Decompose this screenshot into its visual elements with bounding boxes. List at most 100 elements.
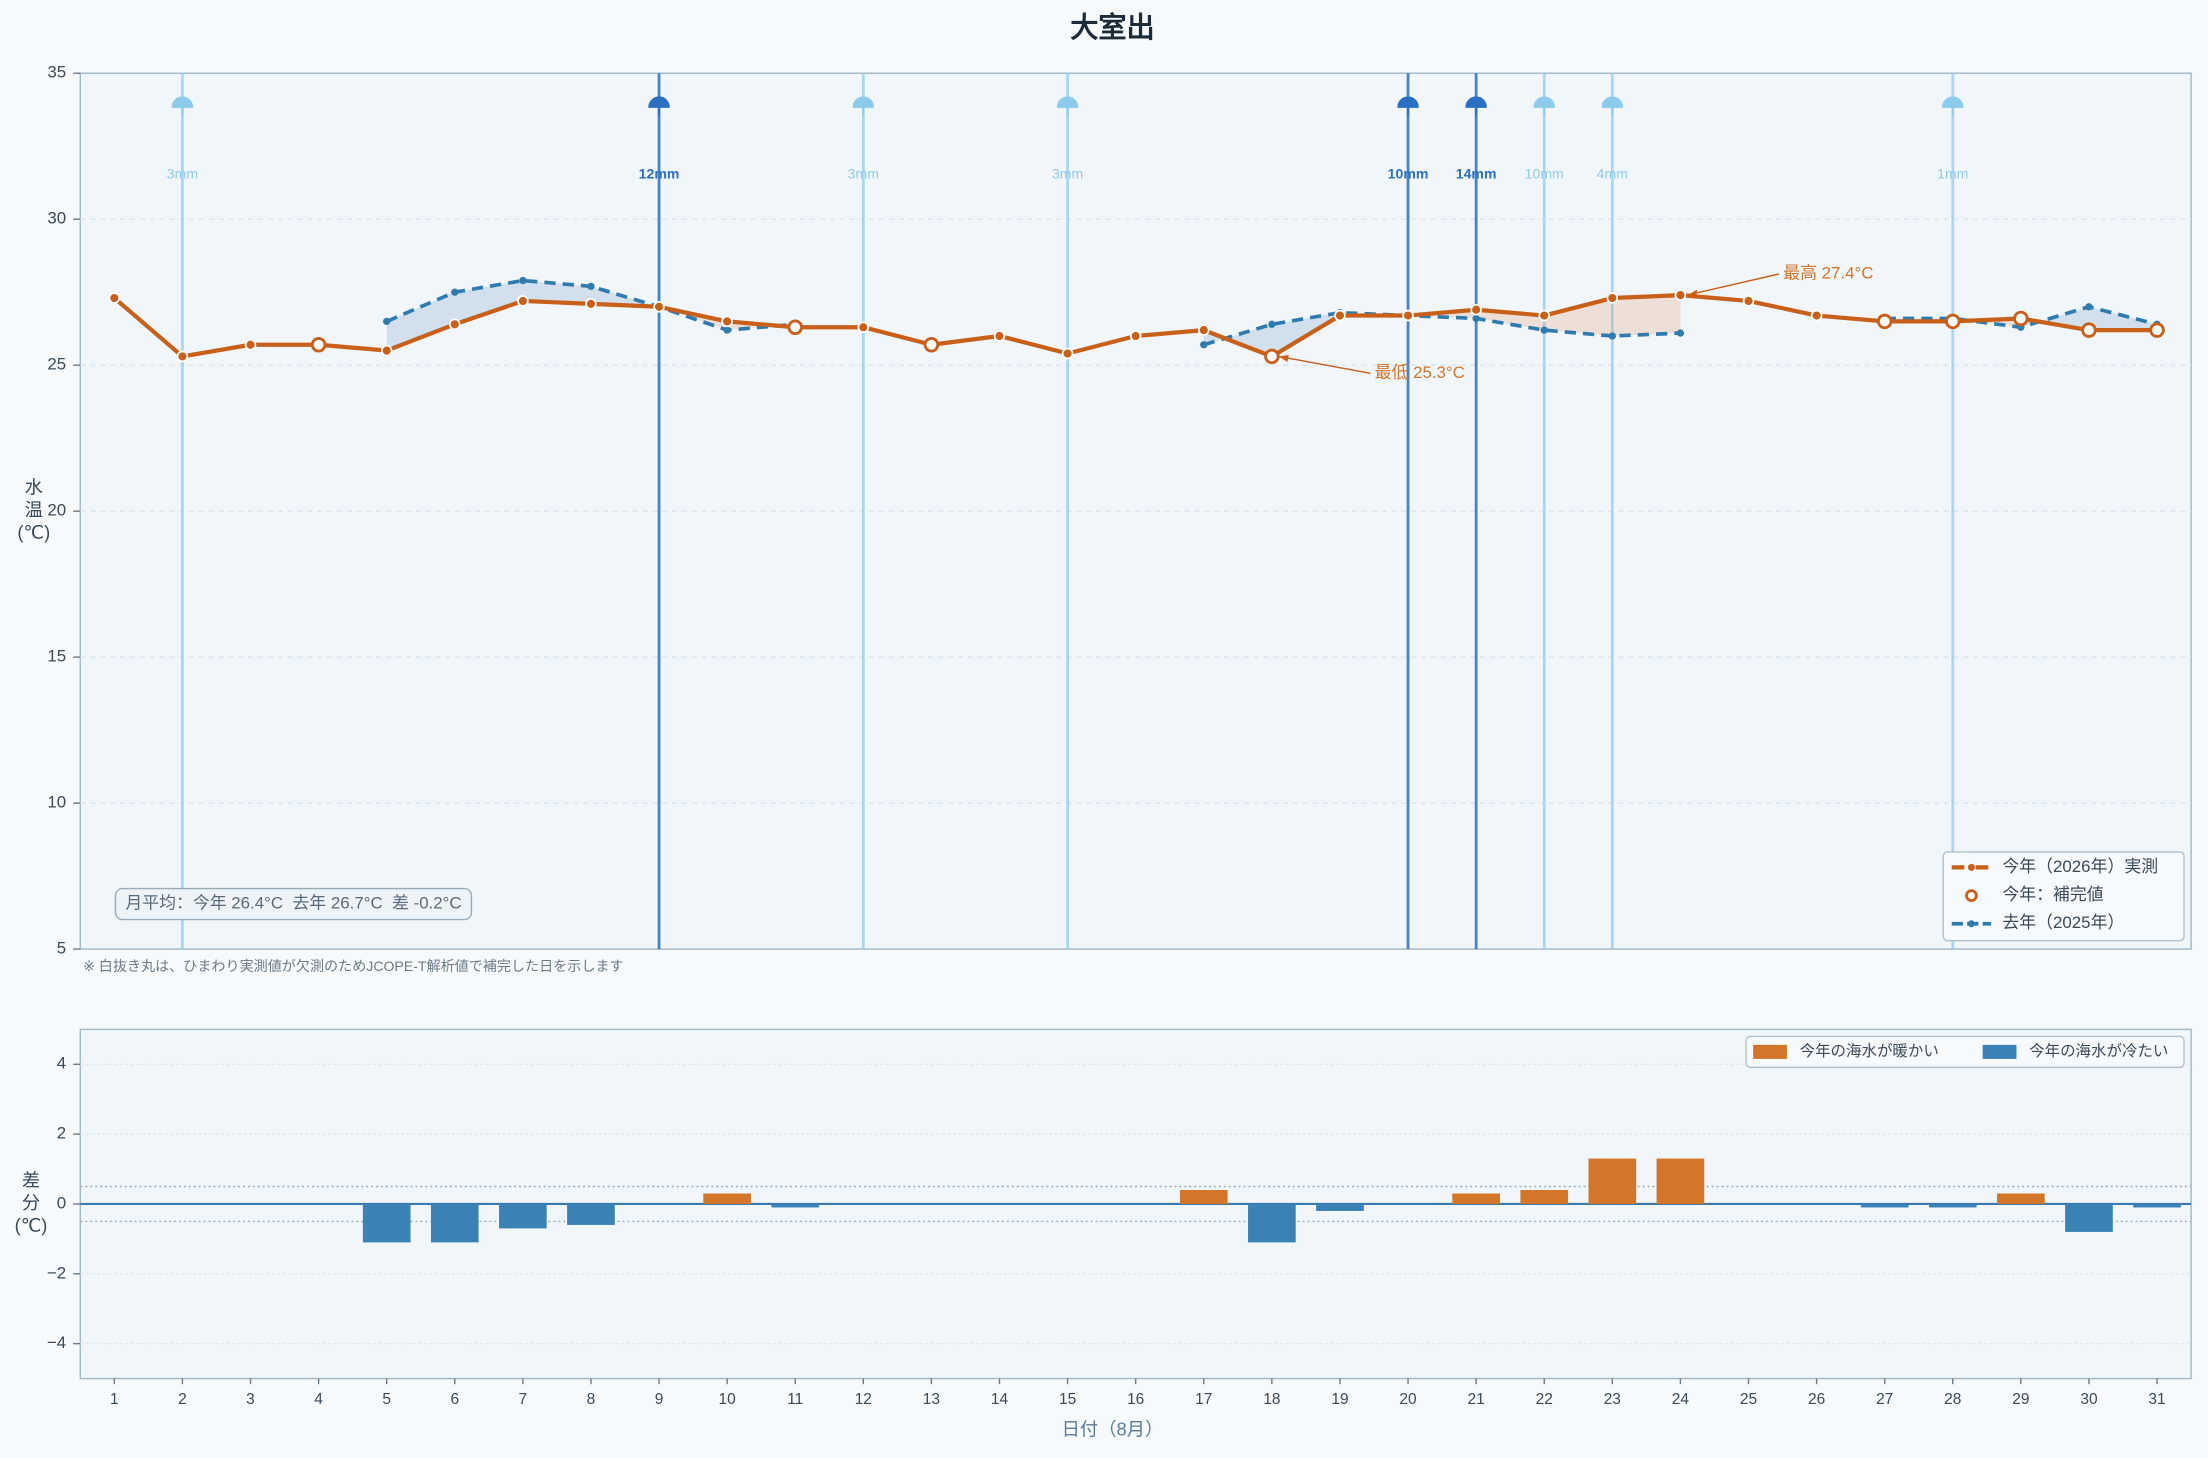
difference-shading <box>386 292 455 351</box>
y-tick-label: 15 <box>47 647 66 666</box>
umbrella-icon <box>1942 96 1964 116</box>
series-marker <box>1268 320 1276 328</box>
umbrella-icon <box>1601 96 1624 116</box>
x-tick-label: 14 <box>991 1391 1009 1408</box>
bar <box>499 1203 547 1229</box>
y-tick-label: 20 <box>47 501 66 520</box>
rain-label: 3mm <box>167 165 198 181</box>
rain-label: 10mm <box>1388 165 1429 181</box>
legend-label: 今年の海水が冷たい <box>2029 1042 2168 1060</box>
rain-label: 4mm <box>1597 165 1628 181</box>
bar <box>1928 1203 1977 1208</box>
estimated-marker <box>923 336 940 353</box>
x-tick-label: 12 <box>855 1391 872 1408</box>
annotation: 最高 27.4°C <box>1783 263 1873 282</box>
umbrella-icon <box>171 96 194 116</box>
series-marker <box>108 292 121 304</box>
legend-label: 去年（2025年） <box>2002 913 2124 932</box>
x-tick-label: 23 <box>1604 1391 1621 1408</box>
x-tick-label: 18 <box>1263 1391 1280 1408</box>
legend-swatch <box>1967 863 1975 871</box>
bar <box>1656 1158 1705 1204</box>
x-tick-label: 22 <box>1536 1391 1553 1408</box>
series-marker <box>653 301 665 313</box>
umbrella-icon <box>1056 96 1079 116</box>
series-marker <box>723 326 731 334</box>
y-tick-label: 4 <box>57 1054 66 1073</box>
bar <box>1179 1190 1228 1204</box>
umbrella-icon <box>648 96 670 116</box>
series-marker <box>1742 295 1755 307</box>
y-tick-label: −2 <box>47 1263 66 1282</box>
bar <box>2065 1203 2113 1232</box>
y-tick-label: −4 <box>47 1333 66 1352</box>
difference-shading <box>1612 295 1681 336</box>
x-tick-label: 31 <box>2148 1391 2165 1408</box>
series-marker <box>1810 309 1823 322</box>
estimated-marker <box>1876 313 1893 330</box>
x-tick-label: 2 <box>178 1391 187 1408</box>
summary: 月平均：今年 26.4°C 去年 26.7°C 差 -0.2°C <box>125 894 461 913</box>
x-tick-label: 8 <box>587 1391 596 1408</box>
series-marker <box>857 321 870 333</box>
bar <box>1588 1158 1637 1204</box>
bar <box>567 1203 615 1225</box>
legend-box <box>1942 851 2185 942</box>
estimated-marker <box>2149 322 2165 338</box>
difference-shading <box>522 280 591 304</box>
difference-shading <box>1544 298 1613 336</box>
y-tick-label: 10 <box>47 793 66 812</box>
series-marker <box>383 317 391 326</box>
series-marker <box>449 318 461 331</box>
series-marker <box>585 298 597 310</box>
y-tick-label: 35 <box>47 63 66 82</box>
series-marker <box>1606 292 1619 304</box>
legend-swatch <box>1965 889 1978 902</box>
x-tick-label: 10 <box>719 1391 736 1408</box>
series-marker <box>1129 330 1142 342</box>
legend-swatch <box>1967 920 1975 928</box>
x-tick-label: 20 <box>1399 1391 1416 1408</box>
y-tick-label: 0 <box>57 1193 66 1212</box>
estimated-marker <box>787 319 803 335</box>
series-marker <box>1334 309 1346 322</box>
series-marker <box>2085 303 2093 311</box>
annotation: 最低 25.3°C <box>1375 363 1465 382</box>
bar <box>703 1193 751 1204</box>
difference-shading <box>454 280 523 325</box>
bar <box>1860 1203 1909 1208</box>
x-tick-label: 4 <box>314 1391 323 1408</box>
umbrella-icon <box>1397 96 1419 116</box>
series-marker <box>1674 289 1687 301</box>
rain-label: 3mm <box>1052 165 1083 181</box>
bar <box>1316 1203 1364 1211</box>
x-tick-label: 16 <box>1127 1391 1144 1408</box>
annotation-arrow <box>1687 273 1780 296</box>
series-marker <box>1061 347 1074 360</box>
rain-label: 12mm <box>639 165 680 181</box>
rain-label: 10mm <box>1525 165 1564 181</box>
estimated-marker <box>2081 322 2097 338</box>
series-marker <box>587 282 595 291</box>
series-marker <box>1470 303 1482 316</box>
series-marker <box>380 344 393 357</box>
annotation-arrow <box>1278 355 1371 375</box>
series-marker <box>1540 326 1548 334</box>
x-tick-label: 29 <box>2012 1391 2029 1408</box>
estimated-marker <box>1945 313 1961 330</box>
series-marker <box>1472 314 1480 323</box>
x-axis-label: 日付（8月） <box>1062 1419 1164 1440</box>
summary-box <box>114 887 473 921</box>
umbrella-icon <box>1465 96 1487 116</box>
y-axis-label: 差分(℃) <box>15 1169 48 1235</box>
estimated-marker <box>2013 310 2029 327</box>
legend-swatch <box>1753 1044 1787 1059</box>
x-tick-label: 5 <box>382 1391 391 1408</box>
rain-label: 1mm <box>1937 165 1968 181</box>
x-tick-label: 27 <box>1876 1391 1893 1408</box>
y-tick-label: 25 <box>47 355 66 374</box>
x-tick-label: 11 <box>787 1391 803 1408</box>
x-tick-label: 28 <box>1944 1391 1961 1408</box>
